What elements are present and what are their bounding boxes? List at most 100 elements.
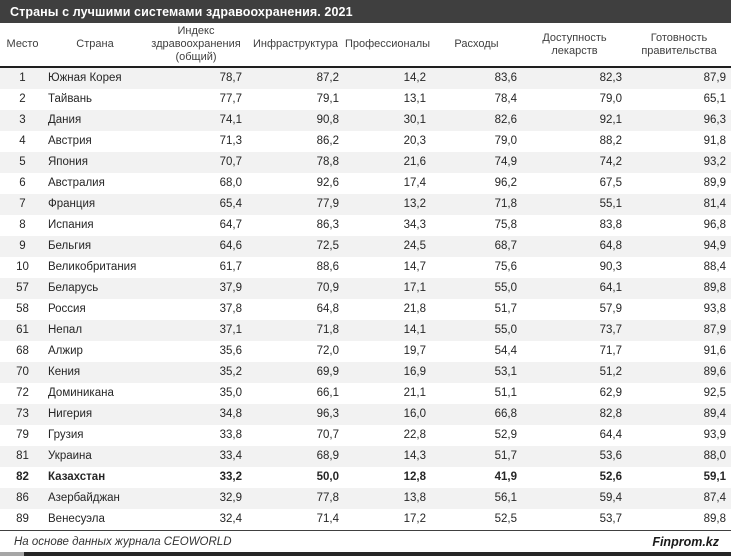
table-row: 68 Алжир 35,6 72,0 19,7 54,4 71,7 91,6 bbox=[0, 341, 731, 362]
table-body: 1 Южная Корея 78,7 87,2 14,2 83,6 82,3 87,9 2 Тай… bbox=[0, 68, 731, 530]
brand-logo: Finprom.kz bbox=[652, 534, 719, 549]
cell-medicine: 71,7 bbox=[599, 345, 622, 357]
cell-index: 74,1 bbox=[219, 114, 242, 126]
page-title: Страны с лучшими системами здравоохранен… bbox=[0, 0, 731, 23]
cell-professionals: 13,1 bbox=[403, 93, 426, 105]
cell-medicine: 64,8 bbox=[599, 240, 622, 252]
table-row: 4 Австрия 71,3 86,2 20,3 79,0 88,2 91,8 bbox=[0, 131, 731, 152]
cell-index: 33,4 bbox=[219, 450, 242, 462]
cell-country: Доминикана bbox=[48, 387, 114, 399]
cell-medicine: 73,7 bbox=[599, 324, 622, 336]
table-row: 9 Бельгия 64,6 72,5 24,5 68,7 64,8 94,9 bbox=[0, 236, 731, 257]
cell-country: Нигерия bbox=[48, 408, 93, 420]
cell-costs: 51,1 bbox=[494, 387, 517, 399]
cell-index: 71,3 bbox=[219, 135, 242, 147]
cell-country: Венесуэла bbox=[48, 513, 105, 525]
cell-infrastructure: 70,9 bbox=[316, 282, 339, 294]
cell-infrastructure: 72,5 bbox=[316, 240, 339, 252]
cell-medicine: 52,6 bbox=[599, 471, 622, 483]
cell-costs: 55,0 bbox=[494, 282, 517, 294]
cell-readiness: 89,8 bbox=[703, 282, 726, 294]
cell-medicine: 92,1 bbox=[599, 114, 622, 126]
cell-costs: 83,6 bbox=[494, 72, 517, 84]
cell-readiness: 87,9 bbox=[703, 324, 726, 336]
cell-costs: 56,1 bbox=[494, 492, 517, 504]
cell-place: 79 bbox=[16, 429, 29, 441]
cell-costs: 79,0 bbox=[494, 135, 517, 147]
col-header-country: Страна bbox=[76, 38, 114, 50]
cell-costs: 75,6 bbox=[494, 261, 517, 273]
cell-infrastructure: 96,3 bbox=[316, 408, 339, 420]
cell-index: 35,0 bbox=[219, 387, 242, 399]
table-row: 10 Великобритания 61,7 88,6 14,7 75,6 90,3 88,4 bbox=[0, 257, 731, 278]
cell-country: Бельгия bbox=[48, 240, 92, 252]
cell-medicine: 57,9 bbox=[599, 303, 622, 315]
cell-medicine: 64,4 bbox=[599, 429, 622, 441]
table-row: 70 Кения 35,2 69,9 16,9 53,1 51,2 89,6 bbox=[0, 362, 731, 383]
cell-readiness: 81,4 bbox=[703, 198, 726, 210]
cell-medicine: 83,8 bbox=[599, 219, 622, 231]
cell-index: 78,7 bbox=[219, 72, 242, 84]
cell-country: Дания bbox=[48, 114, 82, 126]
cell-medicine: 88,2 bbox=[599, 135, 622, 147]
cell-index: 32,9 bbox=[219, 492, 242, 504]
col-header-infrastructure: Инфраструктура bbox=[252, 38, 338, 50]
cell-costs: 51,7 bbox=[494, 450, 517, 462]
cell-professionals: 14,2 bbox=[403, 72, 426, 84]
cell-professionals: 13,2 bbox=[403, 198, 426, 210]
cell-country: Япония bbox=[48, 156, 88, 168]
cell-readiness: 87,4 bbox=[703, 492, 726, 504]
cell-index: 37,1 bbox=[219, 324, 242, 336]
col-header-professionals: Профессионалы bbox=[344, 38, 431, 50]
cell-costs: 74,9 bbox=[494, 156, 517, 168]
table-row: 89 Венесуэла 32,4 71,4 17,2 52,5 53,7 89,8 bbox=[0, 509, 731, 530]
cell-country: Алжир bbox=[48, 345, 83, 357]
cell-country: Беларусь bbox=[48, 282, 99, 294]
cell-place: 73 bbox=[16, 408, 29, 420]
cell-costs: 66,8 bbox=[494, 408, 517, 420]
table-row: 73 Нигерия 34,8 96,3 16,0 66,8 82,8 89,4 bbox=[0, 404, 731, 425]
cell-country: Австрия bbox=[48, 135, 92, 147]
cell-index: 35,2 bbox=[219, 366, 242, 378]
cell-costs: 96,2 bbox=[494, 177, 517, 189]
cell-professionals: 19,7 bbox=[403, 345, 426, 357]
cell-place: 89 bbox=[16, 513, 29, 525]
cell-professionals: 16,9 bbox=[403, 366, 426, 378]
cell-readiness: 96,8 bbox=[703, 219, 726, 231]
cell-infrastructure: 77,9 bbox=[316, 198, 339, 210]
cell-professionals: 17,4 bbox=[403, 177, 426, 189]
cell-country: Франция bbox=[48, 198, 96, 210]
cell-readiness: 89,8 bbox=[703, 513, 726, 525]
cell-country: Кения bbox=[48, 366, 81, 378]
cell-index: 77,7 bbox=[219, 93, 242, 105]
cell-infrastructure: 64,8 bbox=[316, 303, 339, 315]
cell-professionals: 16,0 bbox=[403, 408, 426, 420]
table-row: 61 Непал 37,1 71,8 14,1 55,0 73,7 87,9 bbox=[0, 320, 731, 341]
cell-country: Азербайджан bbox=[48, 492, 120, 504]
cell-place: 4 bbox=[19, 135, 26, 147]
cell-medicine: 62,9 bbox=[599, 387, 622, 399]
cell-infrastructure: 50,0 bbox=[316, 471, 339, 483]
bottom-border bbox=[0, 552, 731, 556]
cell-index: 37,9 bbox=[219, 282, 242, 294]
cell-costs: 52,5 bbox=[494, 513, 517, 525]
cell-readiness: 87,9 bbox=[703, 72, 726, 84]
cell-place: 58 bbox=[16, 303, 29, 315]
cell-medicine: 64,1 bbox=[599, 282, 622, 294]
cell-country: Великобритания bbox=[48, 261, 137, 273]
cell-medicine: 59,4 bbox=[599, 492, 622, 504]
cell-infrastructure: 69,9 bbox=[316, 366, 339, 378]
cell-infrastructure: 72,0 bbox=[316, 345, 339, 357]
cell-place: 7 bbox=[19, 198, 26, 210]
table-row: 3 Дания 74,1 90,8 30,1 82,6 92,1 96,3 bbox=[0, 110, 731, 131]
cell-infrastructure: 86,3 bbox=[316, 219, 339, 231]
cell-readiness: 88,0 bbox=[703, 450, 726, 462]
bottom-border-corner bbox=[0, 552, 24, 556]
cell-place: 70 bbox=[16, 366, 29, 378]
cell-readiness: 96,3 bbox=[703, 114, 726, 126]
cell-infrastructure: 71,4 bbox=[316, 513, 339, 525]
cell-readiness: 89,9 bbox=[703, 177, 726, 189]
cell-index: 70,7 bbox=[219, 156, 242, 168]
cell-costs: 75,8 bbox=[494, 219, 517, 231]
